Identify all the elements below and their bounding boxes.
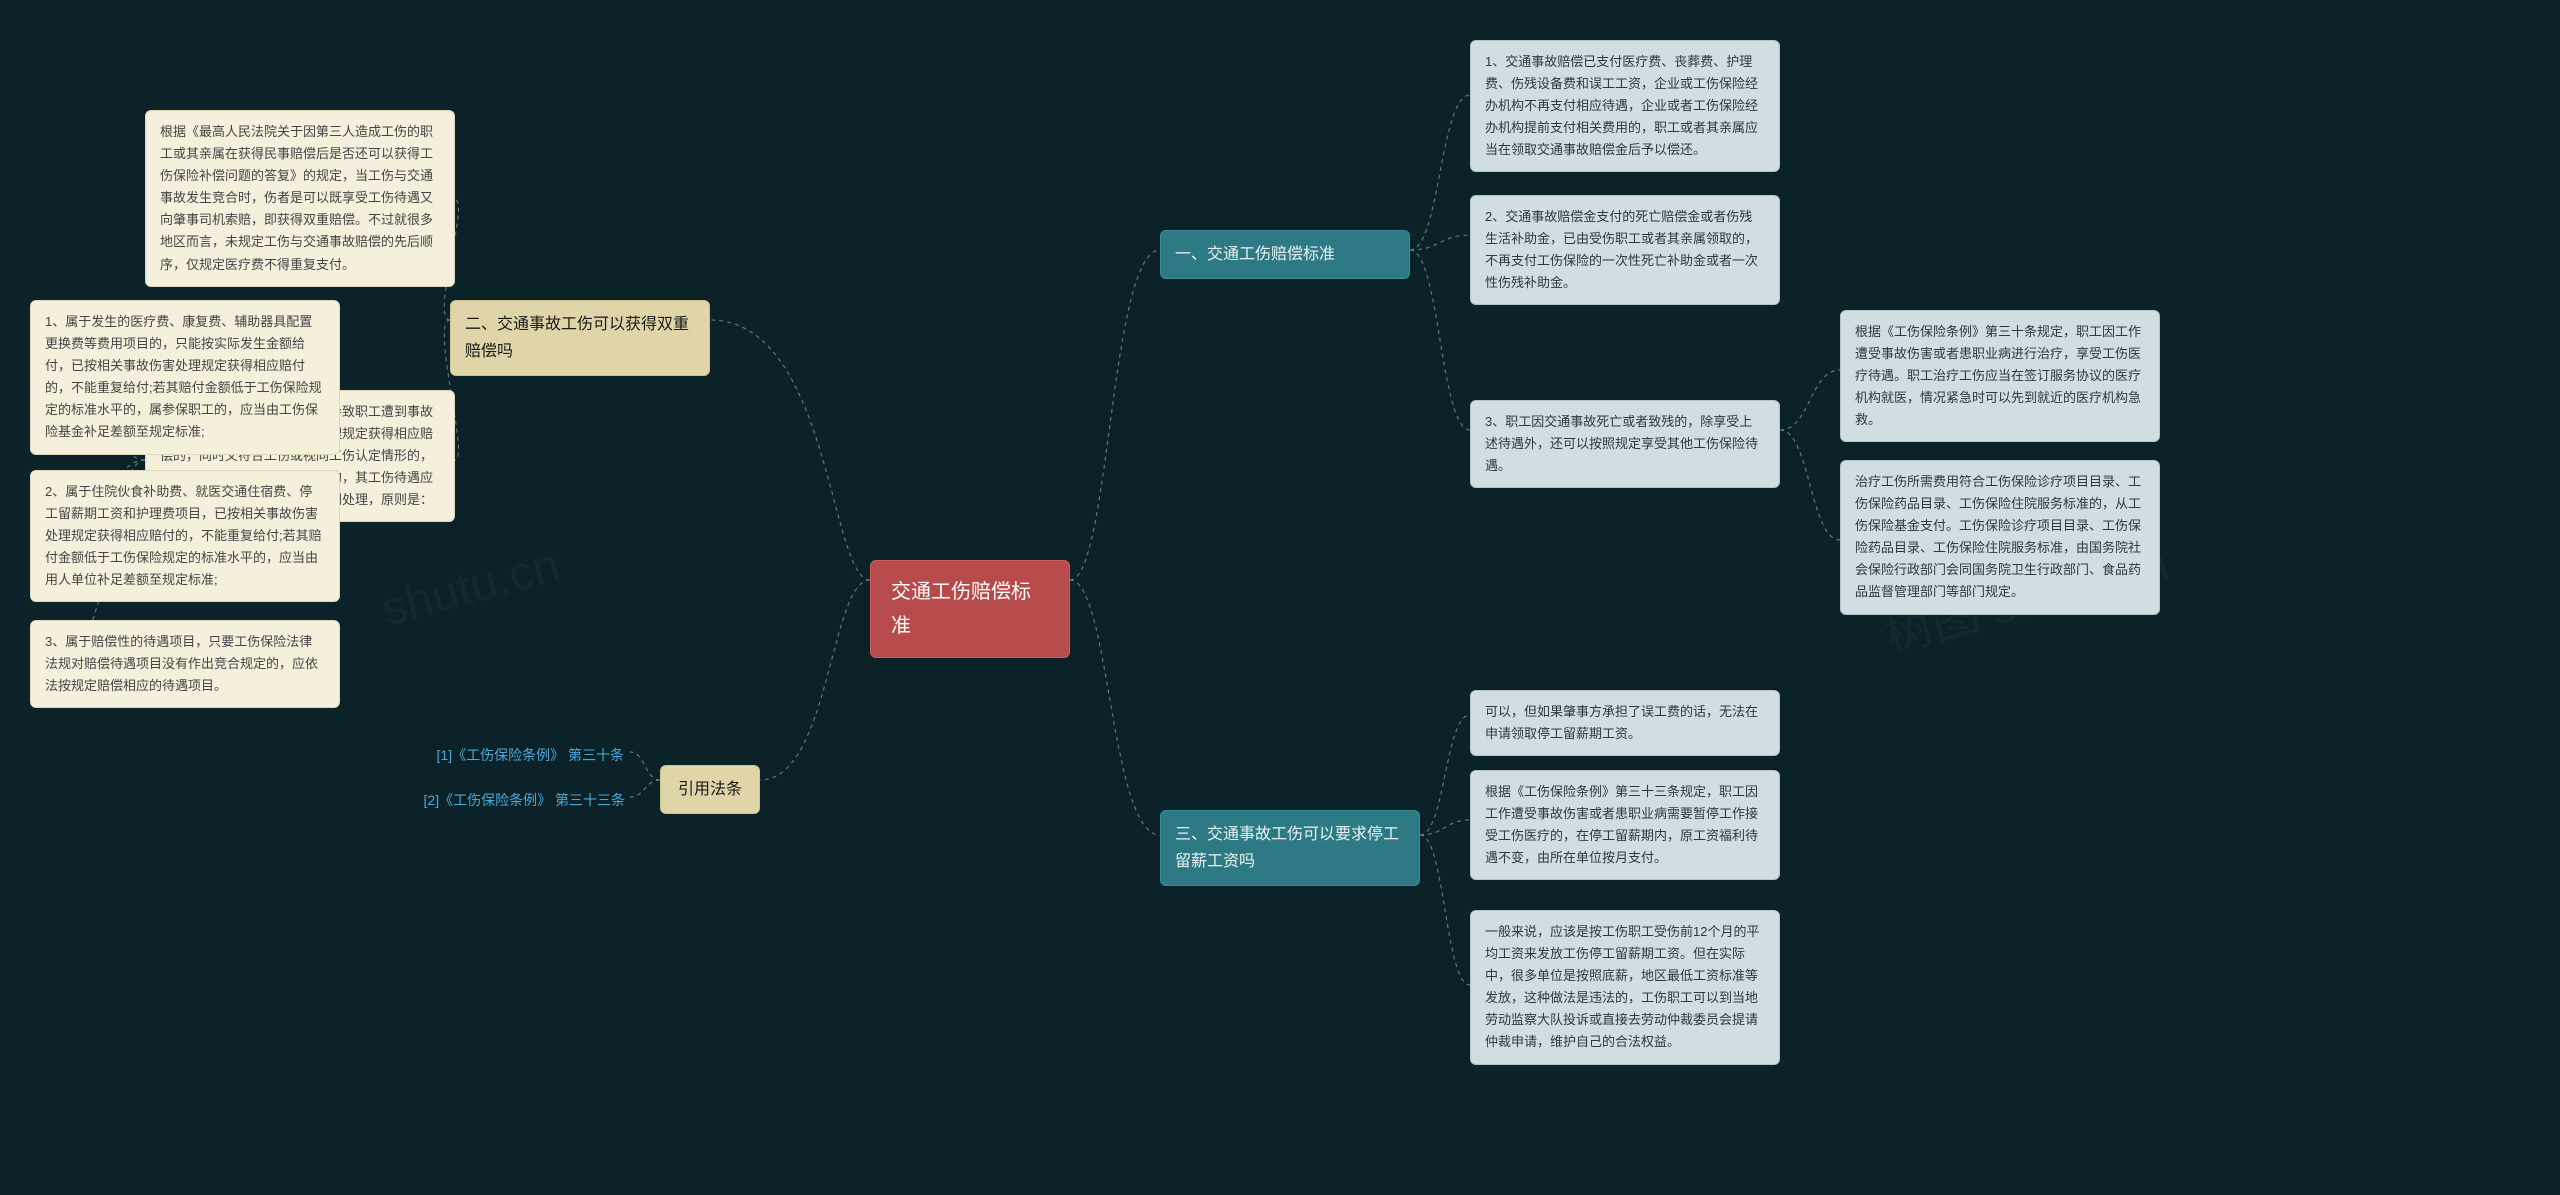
leaf-node[interactable]: 3、属于赔偿性的待遇项目，只要工伤保险法律法规对赔偿待遇项目没有作出竞合规定的，… — [30, 620, 340, 708]
connector — [1070, 580, 1160, 835]
leaf-node[interactable]: 一般来说，应该是按工伤职工受伤前12个月的平均工资来发放工伤停工留薪期工资。但在… — [1470, 910, 1780, 1065]
connector — [1410, 250, 1470, 430]
connector — [1780, 430, 1840, 540]
connector — [710, 320, 870, 580]
reference-link[interactable]: [1]《工伤保险条例》 第三十条 — [400, 740, 630, 772]
connector — [1420, 835, 1470, 985]
connector — [630, 752, 660, 780]
watermark: shutu.cn — [376, 537, 566, 637]
connector — [1070, 250, 1160, 580]
connector — [1420, 715, 1470, 835]
leaf-node[interactable]: 3、职工因交通事故死亡或者致残的，除享受上述待遇外，还可以按照规定享受其他工伤保… — [1470, 400, 1780, 488]
leaf-node[interactable]: 1、交通事故赔偿已支付医疗费、丧葬费、护理费、伤残设备费和误工工资，企业或工伤保… — [1470, 40, 1780, 172]
root-node[interactable]: 交通工伤赔偿标准 — [870, 560, 1070, 658]
leaf-node[interactable]: 根据《工伤保险条例》第三十条规定，职工因工作遭受事故伤害或者患职业病进行治疗，享… — [1840, 310, 2160, 442]
connector — [760, 580, 870, 780]
connector — [1420, 820, 1470, 835]
leaf-node[interactable]: 2、属于住院伙食补助费、就医交通住宿费、停工留薪期工资和护理费项目，已按相关事故… — [30, 470, 340, 602]
branch-node-3[interactable]: 三、交通事故工伤可以要求停工留薪工资吗 — [1160, 810, 1420, 886]
leaf-node[interactable]: 根据《最高人民法院关于因第三人造成工伤的职工或其亲属在获得民事赔偿后是否还可以获… — [145, 110, 455, 287]
branch-node-1[interactable]: 一、交通工伤赔偿标准 — [1160, 230, 1410, 279]
connector — [1780, 370, 1840, 430]
leaf-node[interactable]: 2、交通事故赔偿金支付的死亡赔偿金或者伤残生活补助金，已由受伤职工或者其亲属领取… — [1470, 195, 1780, 305]
connector — [1410, 95, 1470, 250]
leaf-node[interactable]: 根据《工伤保险条例》第三十三条规定，职工因工作遭受事故伤害或者患职业病需要暂停工… — [1470, 770, 1780, 880]
leaf-node[interactable]: 治疗工伤所需费用符合工伤保险诊疗项目目录、工伤保险药品目录、工伤保险住院服务标准… — [1840, 460, 2160, 615]
reference-link[interactable]: [2]《工伤保险条例》 第三十三条 — [386, 785, 631, 817]
leaf-node[interactable]: 可以，但如果肇事方承担了误工费的话，无法在申请领取停工留薪期工资。 — [1470, 690, 1780, 756]
connector — [630, 780, 660, 797]
branch-node-references[interactable]: 引用法条 — [660, 765, 760, 814]
leaf-node[interactable]: 1、属于发生的医疗费、康复费、辅助器具配置更换费等费用项目的，只能按实际发生金额… — [30, 300, 340, 455]
branch-node-2[interactable]: 二、交通事故工伤可以获得双重赔偿吗 — [450, 300, 710, 376]
connector — [1410, 235, 1470, 250]
